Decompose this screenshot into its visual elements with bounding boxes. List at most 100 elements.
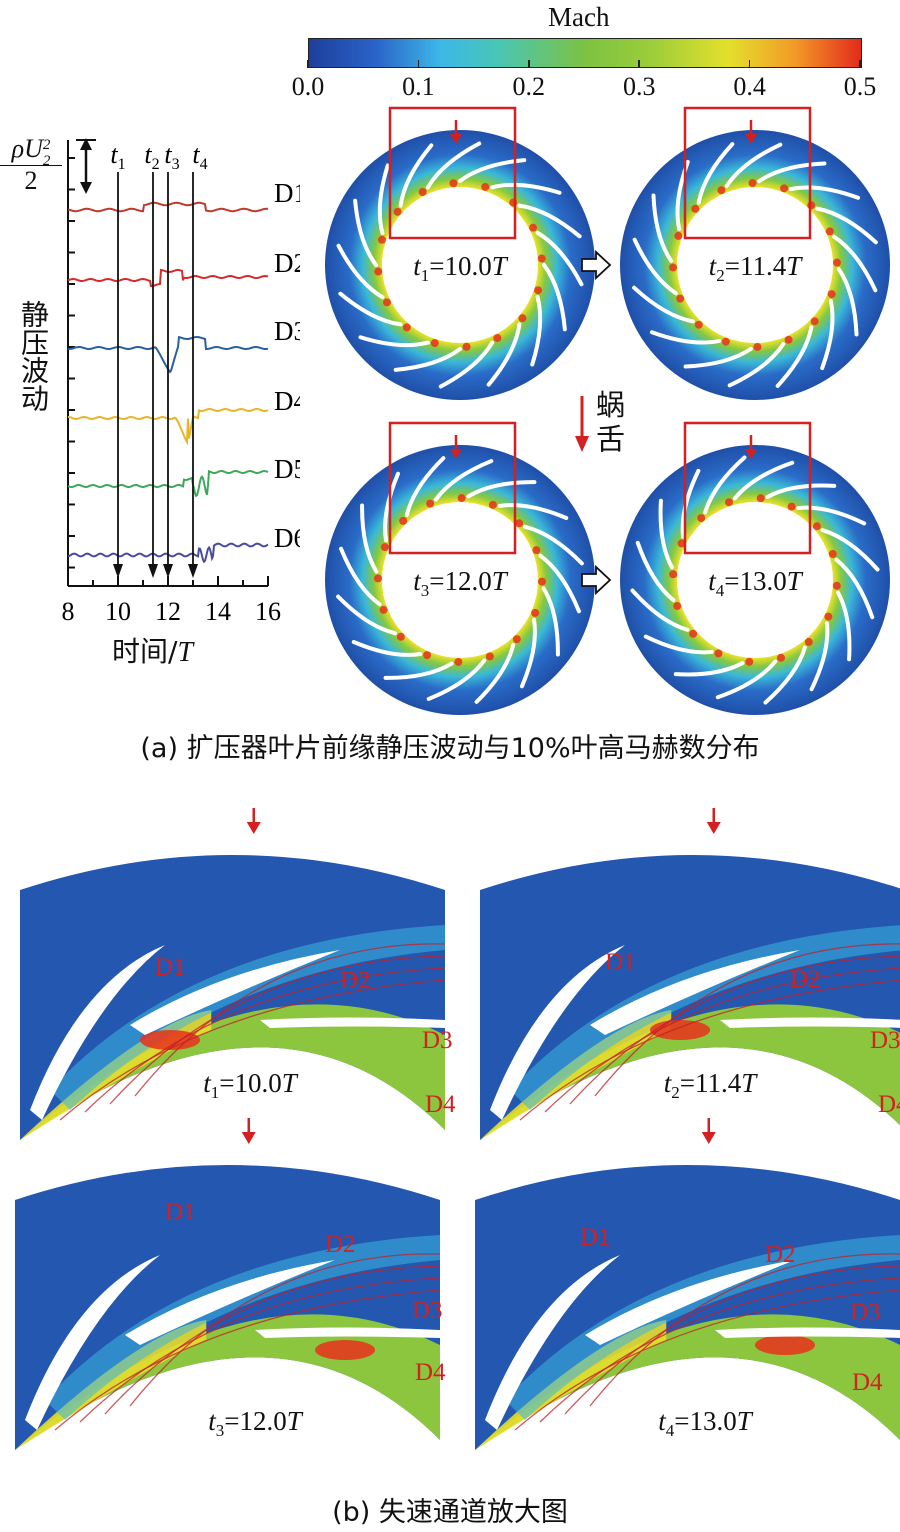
stall-region-frame [388, 106, 517, 240]
colorbar-tick [638, 60, 640, 68]
high-mach-spot [717, 186, 726, 195]
diffuser-blade [438, 340, 495, 389]
diffuser-blade [377, 163, 390, 235]
time-marker-label: t1 [110, 140, 125, 173]
diffuser-blade [426, 658, 487, 701]
high-mach-spot [457, 494, 466, 503]
probe-label: D1 [580, 1224, 611, 1251]
diffuser-blade [820, 528, 880, 572]
down-arrow-head [745, 134, 757, 144]
high-mach-spot [515, 519, 524, 528]
probe-label: D2 [790, 966, 821, 993]
wake-streak [45, 1235, 440, 1420]
high-mach-spot [755, 1335, 815, 1355]
diffuser-blade [490, 182, 562, 195]
probe-label: D1 [155, 954, 186, 981]
snapshot-time-label: t4=13.0T [708, 566, 804, 600]
diffuser-blade [715, 1327, 900, 1338]
high-speed-band [20, 1004, 445, 1140]
high-mach-spot [379, 605, 388, 614]
streamline [104, 1265, 441, 1415]
high-mach-spot [784, 335, 793, 344]
high-mach-spot [787, 502, 796, 511]
high-mach-spot [691, 204, 700, 213]
diffuser-blade [486, 322, 522, 387]
high-mach-spot [724, 498, 733, 507]
down-arrow-head [701, 1132, 716, 1144]
colorbar-tick-label: 0.0 [291, 72, 325, 101]
probe-label: D3 [422, 1027, 453, 1054]
high-mach-spot [677, 539, 686, 548]
series-label: D2 [274, 248, 300, 278]
diffuser-blade [635, 540, 676, 603]
colorbar-title: Mach [548, 2, 610, 32]
diffuser-blade [433, 459, 494, 502]
high-mach-spot [449, 179, 458, 188]
probe-label: D4 [425, 1091, 456, 1118]
diffuser-blade [336, 243, 385, 300]
diffuser-blade [425, 141, 482, 190]
high-mach-spot [462, 342, 471, 351]
stall-region-frame [683, 106, 812, 240]
diffuser-blade [585, 1260, 795, 1345]
diffuser-blade [517, 203, 582, 239]
diffuser-blade [260, 1017, 445, 1028]
streamline [519, 979, 900, 1121]
diffuser-blade [497, 503, 569, 521]
right-arrow-icon [581, 249, 612, 281]
diffuser-blade [466, 480, 537, 499]
down-arrow-icon [575, 396, 589, 452]
streamline [544, 967, 900, 1113]
high-mach-spot [756, 494, 765, 503]
diffuser-blade [788, 185, 861, 200]
high-mach-spot [828, 549, 837, 558]
diffuser-blade [358, 335, 430, 348]
diffuser-blade [696, 142, 735, 205]
diffuser-blade [538, 553, 581, 614]
diffuser-blade [630, 588, 690, 632]
high-mach-spot [804, 637, 813, 646]
down-arrow-head [745, 449, 757, 459]
scale-arrow-head-down [80, 182, 92, 194]
zoom-panel: D1 D2 D3 D4 t3=12.0T [15, 1118, 446, 1450]
high-mach-spot [824, 612, 833, 621]
diffuser-blade [541, 586, 560, 657]
high-mach-spot [748, 179, 757, 188]
streamline [539, 1277, 900, 1423]
diffuser-blade [519, 617, 537, 689]
high-mach-spot [689, 629, 698, 638]
colorbar-tick-label: 0.3 [622, 72, 656, 101]
impeller-hole [677, 502, 833, 658]
probe-label: D4 [415, 1359, 446, 1386]
mach-snapshots: t1=10.0T t2=11.4T t3=12.0T t4=13.0T [325, 106, 890, 715]
series-label: D3 [274, 316, 300, 346]
diffuser-blade [649, 330, 722, 345]
streamline [514, 1289, 900, 1431]
colorbar-tick-label: 0.4 [733, 72, 766, 101]
impeller-hole [382, 502, 538, 658]
wake-streak [50, 925, 445, 1110]
streamline [59, 979, 446, 1121]
high-mach-spot [393, 207, 402, 216]
diffuser-blade [632, 285, 695, 324]
high-mach-spot [396, 632, 405, 641]
time-marker-arrow [163, 564, 173, 578]
time-marker-arrow [113, 564, 123, 578]
diffuser-blade [383, 661, 454, 680]
high-mach-spot [377, 235, 386, 244]
colorbar-tick-label: 0.5 [843, 72, 877, 101]
time-marker-arrow [148, 564, 158, 578]
high-mach-spot [374, 267, 383, 276]
diffuser-blade [643, 634, 714, 655]
diffuser-blade [351, 639, 423, 657]
high-mach-spot [488, 500, 497, 509]
zoom-panel: D1 D2 D3 D4 t4=13.0T [475, 1118, 900, 1450]
diffuser-blade [535, 230, 584, 287]
streamline [594, 943, 900, 1097]
diffuser-blade [809, 621, 830, 692]
high-mach-spot [531, 608, 540, 617]
x-tick-label: 10 [105, 597, 131, 626]
probe-label: D4 [852, 1369, 883, 1396]
y-axis-label: 静压波动 [17, 300, 50, 412]
panel-time-label: t2=11.4T [664, 1068, 759, 1102]
